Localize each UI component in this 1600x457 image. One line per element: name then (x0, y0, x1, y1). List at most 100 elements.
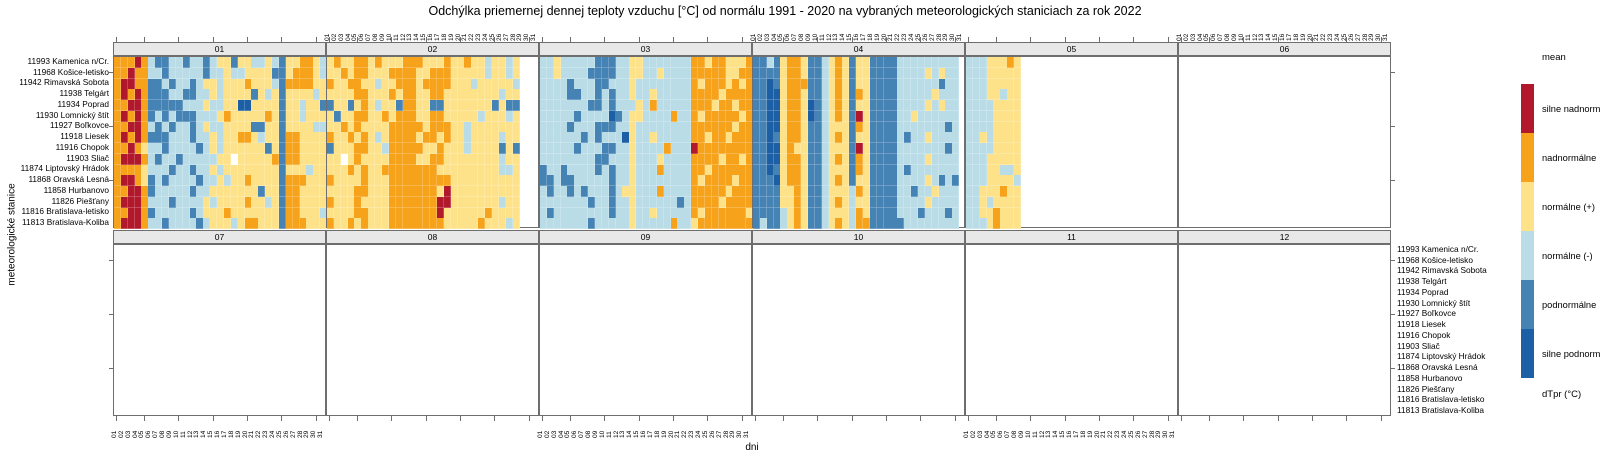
heatmap-cell (340, 143, 348, 155)
heatmap-cell (869, 175, 877, 187)
heatmap-cell (718, 89, 726, 101)
heatmap-cell (636, 57, 644, 69)
heatmap-cell (945, 218, 953, 230)
heatmap-cell (375, 100, 383, 112)
heatmap-cell (155, 207, 163, 219)
heatmap-cell (485, 186, 493, 198)
heatmap-cell (972, 110, 981, 122)
heatmap-cell (972, 143, 981, 155)
heatmap-cell (450, 110, 458, 122)
heatmap-cell (430, 132, 438, 144)
heatmap-cell (876, 132, 884, 144)
heatmap-cell (966, 89, 974, 101)
heatmap-cell (883, 196, 891, 208)
heatmap-cell (189, 153, 197, 165)
heatmap-cell (347, 132, 355, 144)
heatmap-cell (471, 89, 479, 101)
heatmap-cell (258, 218, 266, 230)
heatmap-cell (546, 110, 555, 122)
heatmap-cell (718, 175, 726, 187)
heatmap-cell (327, 164, 335, 176)
heatmap-cell (450, 218, 458, 230)
heatmap-cell (368, 78, 376, 90)
heatmap-cell (175, 218, 183, 230)
heatmap-cell (684, 78, 692, 90)
heatmap-cell (1000, 132, 1008, 144)
heatmap-cell (285, 110, 293, 122)
heatmap-cell (402, 57, 410, 69)
heatmap-cell (354, 218, 362, 230)
heatmap-cell (615, 164, 623, 176)
heatmap-cell (416, 57, 424, 69)
heatmap-cell (409, 143, 417, 155)
heatmap-cell (189, 57, 197, 69)
heatmap-cell (911, 175, 919, 187)
heatmap-cell (457, 186, 465, 198)
heatmap-panel-03 (539, 56, 754, 230)
heatmap-cell (993, 207, 1001, 219)
bottom-axis-days: 01 02 03 04 05 06 07 08 09 10 11 12 13 14 15 16 17 18 19 20… (537, 421, 752, 438)
heatmap-cell (643, 218, 651, 230)
heatmap-cell (210, 207, 218, 219)
heatmap-cell (251, 89, 259, 101)
heatmap-cell (327, 218, 335, 230)
heatmap-cell (615, 110, 623, 122)
heatmap-cell (388, 67, 396, 79)
heatmap-cell (285, 186, 293, 198)
heatmap-cell (251, 164, 259, 176)
heatmap-cell (663, 143, 671, 155)
axis-tick (604, 416, 606, 421)
heatmap-cell (670, 164, 678, 176)
heatmap-cell (979, 207, 987, 219)
heatmap-cell (134, 100, 142, 112)
axis-tick (1243, 416, 1245, 421)
heatmap-cell (134, 218, 142, 230)
heatmap-cell (409, 110, 417, 122)
heatmap-cell (773, 57, 781, 69)
heatmap-cell (251, 100, 259, 112)
heatmap-cell (354, 57, 362, 69)
heatmap-cell (911, 89, 919, 101)
station-label-right: 11930 Lomnický štít (1397, 297, 1471, 308)
heatmap-cell (670, 57, 678, 69)
heatmap-cell (457, 132, 465, 144)
heatmap-cell (327, 207, 335, 219)
heatmap-cell (814, 57, 822, 69)
heatmap-cell (443, 196, 451, 208)
legend-item-label: nadnormálne (1542, 152, 1597, 163)
heatmap-cell (1000, 196, 1008, 208)
heatmap-cell (656, 196, 664, 208)
heatmap-panel-06 (1178, 56, 1391, 228)
heatmap-cell (897, 67, 905, 79)
heatmap-cell (670, 143, 678, 155)
heatmap-cell (897, 121, 905, 133)
heatmap-panel-12 (1178, 244, 1391, 416)
heatmap-cell (718, 121, 726, 133)
heatmap-cell (588, 164, 596, 176)
heatmap-cell (917, 164, 926, 176)
heatmap-cell (759, 143, 768, 155)
heatmap-cell (402, 100, 410, 112)
heatmap-cell (189, 196, 197, 208)
heatmap-cell (505, 57, 513, 69)
axis-tick (1167, 416, 1169, 421)
heatmap-cell (361, 164, 369, 176)
heatmap-cell (753, 207, 761, 219)
heatmap-cell (381, 100, 390, 112)
axis-tick (851, 416, 853, 421)
heatmap-cell (340, 132, 348, 144)
heatmap-cell (704, 196, 713, 208)
legend-swatch (1521, 280, 1534, 329)
heatmap-cell (423, 110, 431, 122)
heatmap-cell (505, 207, 513, 219)
heatmap-cell (711, 164, 719, 176)
heatmap-cell (299, 57, 307, 69)
heatmap-cell (340, 78, 348, 90)
heatmap-cell (952, 78, 960, 90)
heatmap-cell (567, 186, 575, 198)
heatmap-cell (217, 57, 225, 69)
heatmap-cell (780, 100, 788, 112)
heatmap-cell (842, 110, 850, 122)
heatmap-cell (251, 132, 259, 144)
heatmap-cell (553, 143, 561, 155)
